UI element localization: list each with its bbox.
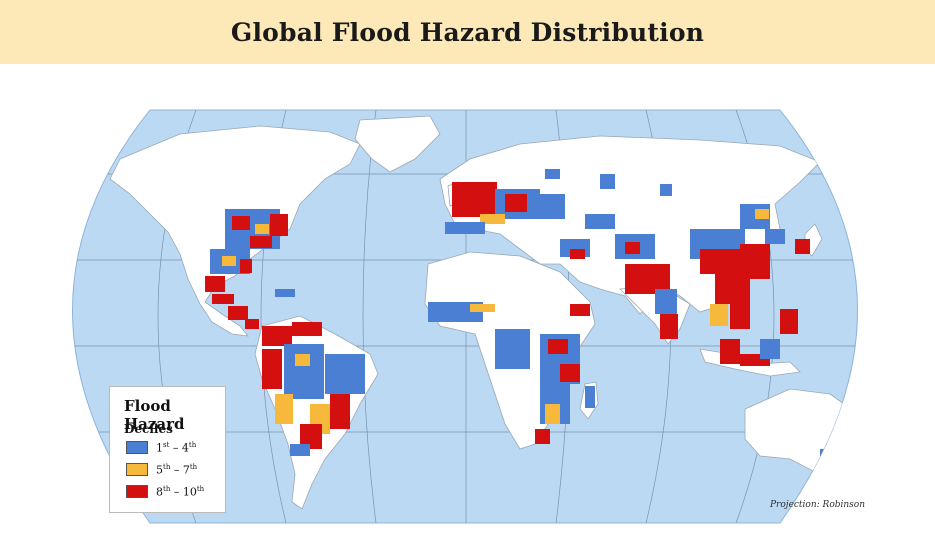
legend-row-mid: 5th – 7th: [126, 463, 197, 477]
legend-label-high: 8th – 10th: [156, 485, 205, 499]
map-title: Global Flood Hazard Distribution: [230, 17, 705, 47]
legend-subtitle: Deciles: [124, 422, 173, 436]
legend-title: Flood Hazard: [124, 397, 185, 433]
legend-swatch-mid: [126, 463, 148, 477]
legend-label-low: 1st – 4th: [156, 441, 197, 455]
legend-row-high: 8th – 10th: [126, 485, 204, 499]
projection-note: Projection: Robinson: [770, 500, 866, 510]
legend-box: Flood Hazard Deciles 1st – 4th 5th – 7th…: [109, 386, 226, 513]
legend-swatch-low: [126, 441, 148, 455]
legend-row-low: 1st – 4th: [126, 441, 196, 455]
title-band: Global Flood Hazard Distribution: [0, 0, 935, 64]
legend-label-mid: 5th – 7th: [156, 463, 198, 477]
map-area: [0, 64, 935, 543]
legend-swatch-high: [126, 485, 148, 499]
new-zealand: [872, 456, 890, 489]
hazard-cells: [205, 169, 855, 464]
world-map: [72, 109, 890, 524]
greenland: [354, 115, 441, 173]
